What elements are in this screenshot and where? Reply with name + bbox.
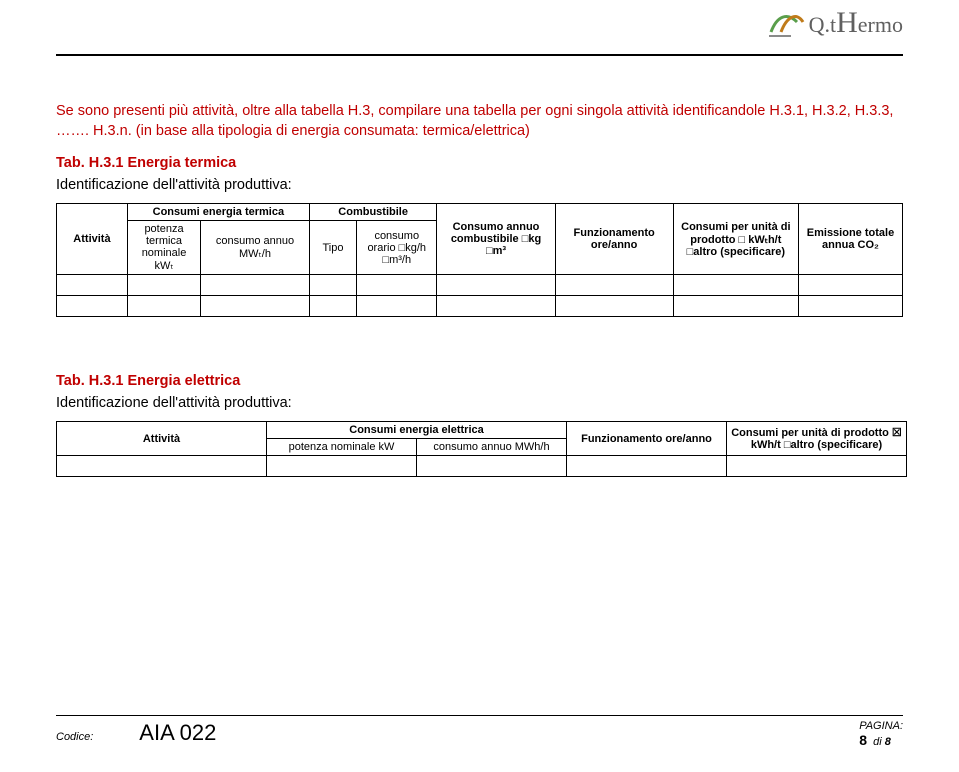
footer-pagina-label: PAGINA: <box>859 720 903 732</box>
table-energia-termica: Attività Consumi energia termica Combust… <box>56 203 903 317</box>
table-row <box>57 296 903 317</box>
th2-consumi-elettrica: Consumi energia elettrica <box>267 422 567 439</box>
footer-codice: AIA 022 <box>109 720 216 746</box>
ident-line-1: Identificazione dell'attività produttiva… <box>56 177 903 193</box>
table-energia-elettrica: Attività Consumi energia elettrica Funzi… <box>56 421 907 477</box>
top-rule <box>56 54 903 56</box>
th2-consumo-annuo: consumo annuo MWh/h <box>417 439 567 456</box>
intro-paragraph: Se sono presenti più attività, oltre all… <box>56 102 903 141</box>
footer: Codice: AIA 022 PAGINA: 8 di 8 <box>56 715 903 748</box>
ident-line-2: Identificazione dell'attività produttiva… <box>56 395 903 411</box>
th2-consumi-unita: Consumi per unità di prodotto ☒ kWh/t □a… <box>727 422 907 456</box>
th-combustibile: Combustibile <box>309 204 437 221</box>
th-funzionamento: Funzionamento ore/anno <box>555 204 673 275</box>
th-consumo-annuo: consumo annuo MWₜ/h <box>201 221 310 275</box>
logo-text: Q.tHermo <box>809 6 903 40</box>
th2-attivita: Attività <box>57 422 267 456</box>
th-emissione: Emissione totale annua CO₂ <box>798 204 902 275</box>
footer-di: di <box>873 736 882 748</box>
th-tipo: Tipo <box>309 221 356 275</box>
th-consumi-termica: Consumi energia termica <box>127 204 309 221</box>
subhead-elettrica: Tab. H.3.1 Energia elettrica <box>56 373 903 389</box>
table-row <box>57 456 907 477</box>
th-consumo-annuo-comb: Consumo annuo combustibile □kg □m³ <box>437 204 555 275</box>
th2-potenza-nom: potenza nominale kW <box>267 439 417 456</box>
th-attivita: Attività <box>57 204 128 275</box>
footer-page-total: 8 <box>885 736 891 748</box>
th2-funzionamento: Funzionamento ore/anno <box>567 422 727 456</box>
logo: Q.tHermo <box>767 6 903 40</box>
th-potenza: potenza termica nominale kWₜ <box>127 221 200 275</box>
table-row <box>57 275 903 296</box>
logo-icon <box>767 8 805 38</box>
footer-codice-label: Codice: <box>56 731 93 743</box>
footer-page-num: 8 <box>859 732 867 748</box>
subhead-termica: Tab. H.3.1 Energia termica <box>56 155 903 171</box>
th-consumi-unita: Consumi per unità di prodotto □ kWₜh/t □… <box>673 204 798 275</box>
th-consumo-orario: consumo orario □kg/h □m³/h <box>357 221 437 275</box>
